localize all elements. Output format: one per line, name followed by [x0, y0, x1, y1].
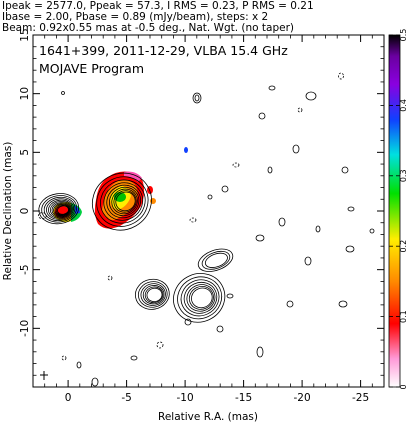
colorbar-tick-label: 0.1	[399, 310, 408, 323]
contour-level	[46, 198, 74, 220]
x-tick-label: -10	[177, 392, 194, 404]
contour-level	[113, 190, 137, 213]
colorbar-tick-label: 0.4	[399, 99, 408, 112]
colorbar-tick-label: 0.2	[399, 240, 408, 253]
beam-marker	[40, 371, 48, 380]
y-axis-title: Relative Declination (mas)	[2, 142, 14, 281]
noise-contours	[61, 72, 375, 387]
contour-level	[115, 191, 136, 212]
component-core	[38, 193, 80, 225]
contour-lines	[37, 172, 234, 323]
contour-level	[137, 281, 168, 308]
header-line-3: Beam: 0.92x0.55 mas at -0.5 deg., Nat. W…	[2, 22, 294, 34]
negative-contour	[37, 212, 47, 220]
colorbar-gradient	[388, 34, 401, 388]
contour-level	[177, 276, 223, 320]
contour-level	[57, 205, 69, 215]
contour-level	[38, 193, 80, 225]
chart-subtitle: MOJAVE Program	[39, 61, 144, 76]
contour-level	[191, 287, 213, 309]
contour-level	[146, 287, 163, 303]
contour-level	[186, 284, 216, 312]
colorbar-tick-label: 0	[399, 384, 408, 389]
colorbar: 0 0.1 0.2 0.3 0.4 0.5	[388, 29, 408, 390]
x-tick-label: -5	[121, 392, 131, 404]
contour-level	[49, 200, 72, 218]
contour-level	[53, 203, 71, 217]
colorbar-ticks: 0 0.1 0.2 0.3 0.4 0.5	[389, 29, 408, 390]
contour-level	[103, 182, 144, 221]
contour-level	[180, 279, 220, 317]
contour-level	[201, 250, 231, 270]
colorbar-tick-label: 0.3	[399, 169, 408, 182]
contour-level	[134, 278, 170, 310]
contour-level	[183, 281, 218, 314]
contour-level	[144, 286, 164, 304]
contour-level	[173, 273, 226, 323]
contour-level	[109, 186, 140, 217]
contour-level	[188, 286, 214, 310]
contour-level	[100, 179, 146, 224]
x-axis-ticks: 0 -5 -10 -15 -20 -25	[44, 35, 373, 404]
colorbar-tick-label: 0.5	[399, 29, 408, 42]
y-tick-label: 10	[19, 87, 31, 100]
y-tick-label: -10	[19, 320, 31, 337]
x-tick-label: -25	[352, 392, 369, 404]
contour-level	[204, 252, 228, 268]
contour-level	[92, 172, 152, 231]
component-knot-b	[173, 273, 226, 323]
y-tick-label: 0	[19, 208, 31, 215]
component-knot-a	[134, 278, 170, 310]
contour-level	[106, 184, 142, 219]
x-tick-label: -20	[294, 392, 311, 404]
x-axis-title: Relative R.A. (mas)	[158, 411, 258, 423]
chart-title: 1641+399, 2011-12-29, VLBA 15.4 GHz	[39, 43, 288, 58]
header-line-1: Ipeak = 2577.0, Ppeak = 57.3, I RMS = 0.…	[2, 0, 314, 12]
y-tick-label: 5	[19, 149, 31, 156]
contour-level	[41, 195, 78, 223]
contour-level	[51, 202, 71, 217]
y-tick-label: 15	[19, 28, 31, 41]
x-tick-label: 0	[65, 392, 72, 404]
x-tick-label: -15	[235, 392, 252, 404]
component-knot-c	[197, 248, 234, 272]
header-line-2: Ibase = 2.00, Pbase = 0.89 (mJy/beam), s…	[2, 11, 268, 23]
contour-level	[96, 176, 149, 227]
y-axis-ticks: -10 -5 0 5 10 15	[19, 28, 384, 376]
contour-level	[48, 199, 73, 219]
contour-level	[43, 196, 76, 222]
contour-level	[140, 283, 166, 306]
contour-level	[142, 285, 165, 305]
contour-level	[111, 188, 138, 215]
contour-level	[197, 248, 234, 272]
plot-frame	[32, 34, 385, 388]
component-inner-jet	[92, 172, 152, 231]
contour-level	[54, 203, 70, 216]
y-tick-label: -5	[19, 264, 31, 274]
